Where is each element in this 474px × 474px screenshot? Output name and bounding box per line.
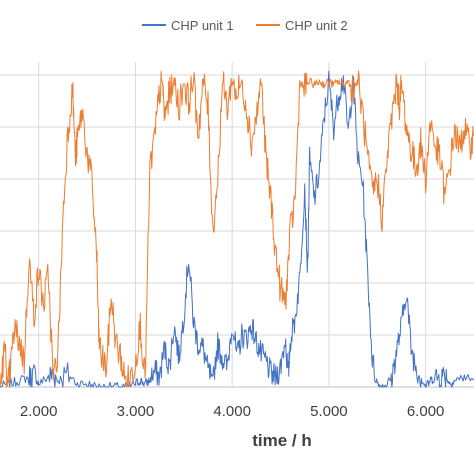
x-tick-label: 2.000 (20, 403, 58, 420)
legend-label-chp-unit-1: CHP unit 1 (171, 18, 234, 33)
gridlines (0, 62, 474, 388)
legend-label-chp-unit-2: CHP unit 2 (285, 18, 348, 33)
x-tick-label: 3.000 (117, 403, 155, 420)
x-tick-label: 5.000 (310, 403, 348, 420)
x-axis-ticks: 2.000 3.000 4.000 5.000 6.000 (20, 403, 444, 420)
x-axis-title: time / h (252, 431, 312, 450)
legend: CHP unit 1 CHP unit 2 (142, 18, 348, 33)
x-tick-label: 4.000 (213, 403, 251, 420)
x-tick-label: 6.000 (407, 403, 445, 420)
series-line-chp-unit-2 (0, 70, 474, 388)
series-layer (0, 70, 474, 388)
series-line-chp-unit-1 (0, 70, 474, 388)
